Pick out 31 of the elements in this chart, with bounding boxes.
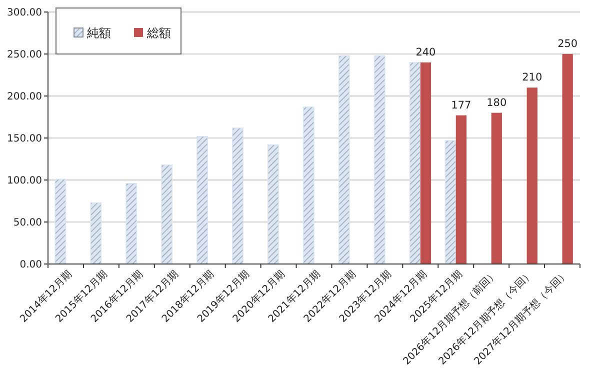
bar — [526, 88, 538, 264]
data-label: 180 — [486, 96, 507, 109]
bar — [409, 62, 421, 264]
y-tick-label: 150.00 — [7, 134, 42, 144]
bar — [196, 136, 208, 264]
y-tick-label: 100.00 — [7, 176, 42, 186]
data-label: 250 — [558, 38, 578, 50]
legend-label: 総額 — [146, 26, 171, 40]
y-tick-label: 200.00 — [7, 92, 42, 102]
bar — [374, 55, 386, 264]
bar — [126, 182, 138, 264]
bar — [54, 178, 66, 264]
y-tick-label: 0.00 — [20, 260, 42, 270]
legend-label: 純額 — [87, 26, 111, 40]
bar — [267, 144, 279, 264]
y-tick-label: 250.00 — [7, 50, 42, 60]
bar — [562, 54, 573, 264]
bar — [338, 55, 350, 264]
bar — [456, 115, 467, 264]
y-tick-label: 50.00 — [13, 218, 42, 228]
bar — [302, 106, 314, 264]
data-label: 210 — [522, 72, 542, 84]
y-tick-label: 300.00 — [7, 8, 42, 18]
data-label: 240 — [416, 46, 436, 58]
bar — [444, 140, 456, 264]
bar — [161, 164, 173, 264]
bar — [420, 62, 432, 264]
bar — [491, 112, 502, 264]
data-label: 177 — [451, 99, 472, 112]
bar — [232, 128, 244, 264]
bar — [90, 202, 102, 264]
